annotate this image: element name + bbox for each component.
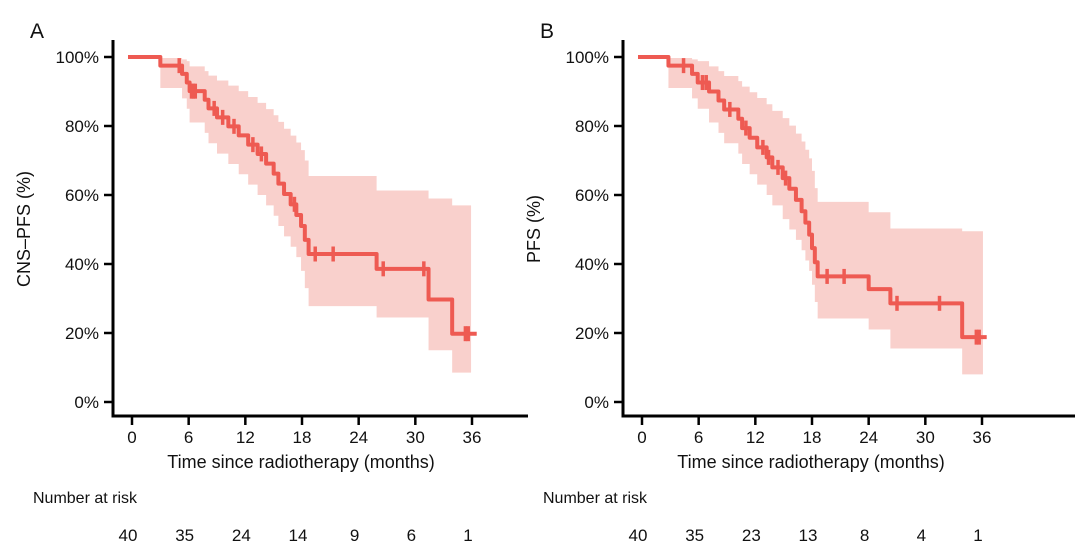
risk-count: 9 <box>350 526 359 545</box>
x-tick-label: 36 <box>973 428 992 447</box>
risk-count: 35 <box>685 526 704 545</box>
y-axis-title: CNS–PFS (%) <box>14 171 34 287</box>
confidence-band <box>668 58 983 375</box>
x-tick-label: 0 <box>637 428 646 447</box>
y-tick-label: 20% <box>575 324 609 343</box>
y-tick-label: 80% <box>575 117 609 136</box>
y-tick-label: 20% <box>65 324 99 343</box>
risk-count: 1 <box>463 526 472 545</box>
y-tick-label: 80% <box>65 117 99 136</box>
risk-count: 40 <box>119 526 138 545</box>
risk-count: 23 <box>742 526 761 545</box>
x-tick-label: 0 <box>127 428 136 447</box>
y-tick-label: 60% <box>575 186 609 205</box>
risk-count: 24 <box>232 526 251 545</box>
y-tick-label: 100% <box>566 48 609 67</box>
panel-label: A <box>30 20 44 43</box>
x-axis-title: Time since radiotherapy (months) <box>677 452 944 472</box>
x-tick-label: 6 <box>694 428 703 447</box>
x-tick-label: 30 <box>406 428 425 447</box>
risk-count: 35 <box>175 526 194 545</box>
risk-count: 40 <box>629 526 648 545</box>
x-tick-label: 12 <box>746 428 765 447</box>
risk-count: 1 <box>973 526 982 545</box>
risk-count: 6 <box>407 526 416 545</box>
x-tick-label: 24 <box>349 428 368 447</box>
risk-count: 14 <box>289 526 308 545</box>
risk-count: 8 <box>860 526 869 545</box>
x-axis-title: Time since radiotherapy (months) <box>167 452 434 472</box>
panel-label: B <box>540 20 554 43</box>
x-tick-label: 30 <box>916 428 935 447</box>
survival-curve <box>128 55 477 336</box>
y-tick-label: 0% <box>74 393 99 412</box>
y-tick-label: 40% <box>575 255 609 274</box>
y-tick-label: 40% <box>65 255 99 274</box>
x-tick-label: 18 <box>293 428 312 447</box>
x-tick-label: 24 <box>859 428 878 447</box>
x-tick-label: 6 <box>184 428 193 447</box>
y-tick-label: 100% <box>56 48 99 67</box>
x-tick-label: 12 <box>236 428 255 447</box>
y-tick-label: 60% <box>65 186 99 205</box>
risk-table-label: Number at risk <box>33 490 138 507</box>
risk-count: 4 <box>917 526 926 545</box>
y-tick-label: 0% <box>584 393 609 412</box>
risk-table-label: Number at risk <box>543 490 648 507</box>
x-tick-label: 36 <box>463 428 482 447</box>
risk-count: 13 <box>799 526 818 545</box>
x-tick-label: 18 <box>803 428 822 447</box>
y-axis-title: PFS (%) <box>524 195 544 263</box>
panel-a-chart: 0% 20% 40% 60% 80% 100% 0 6 12 18 24 30 36 Time since… <box>14 20 528 545</box>
